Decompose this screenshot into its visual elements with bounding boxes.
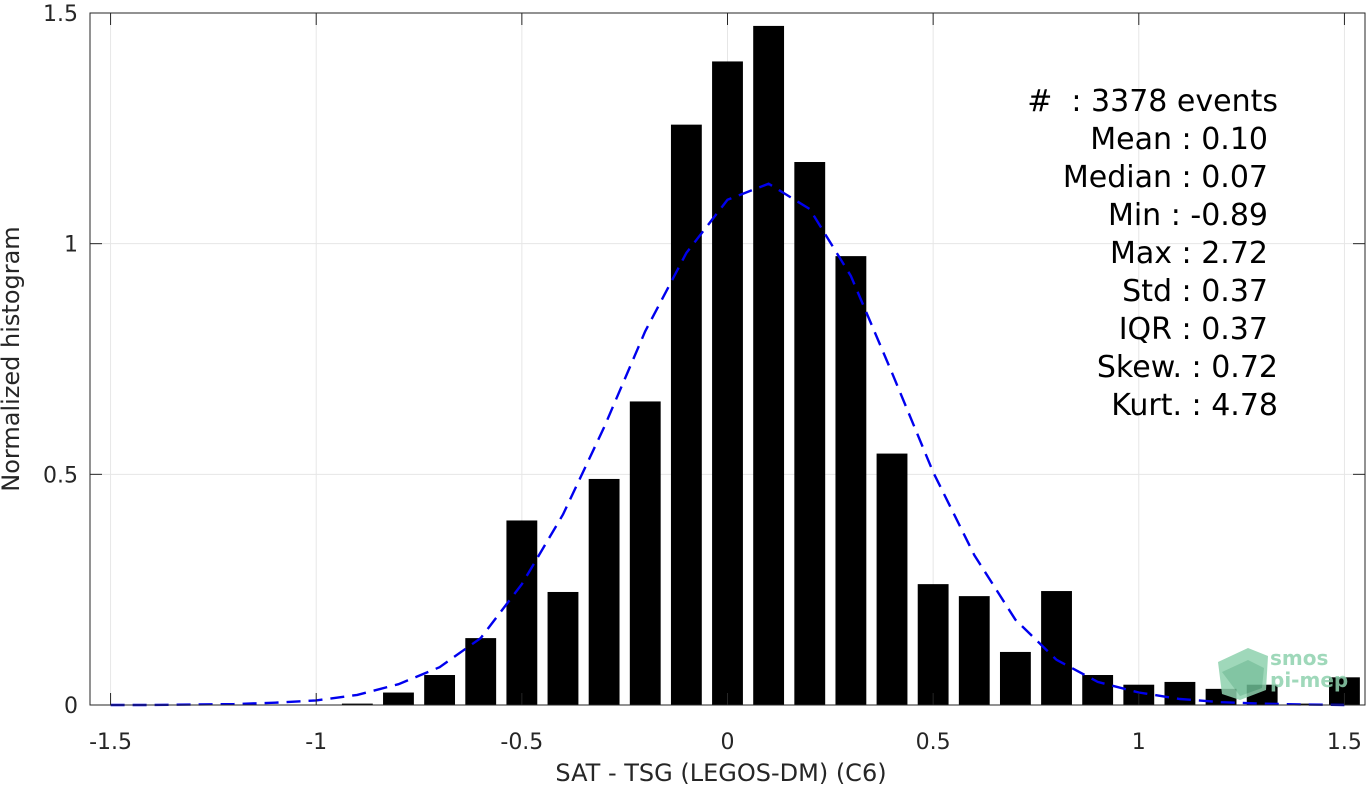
stats-line-1: Mean : 0.10: [1090, 122, 1268, 157]
bar-9: [465, 638, 497, 705]
y-tick-label-2: 1: [64, 233, 78, 258]
stats-line-0: # : 3378 events: [1027, 84, 1278, 119]
bar-29: [1287, 703, 1319, 705]
x-tick-label-0: -1.5: [89, 730, 132, 755]
bar-26: [1164, 681, 1196, 705]
x-tick-label-3: 0: [721, 730, 735, 755]
bar-21: [958, 596, 990, 705]
stats-line-2: Median : 0.07: [1063, 160, 1268, 195]
x-tick-label-6: 1.5: [1327, 730, 1362, 755]
bar-7: [383, 692, 414, 705]
bar-24: [1082, 675, 1114, 705]
bar-6: [341, 703, 373, 705]
y-tick-label-0: 0: [64, 694, 78, 719]
bar-14: [670, 124, 702, 705]
bar-17: [794, 162, 826, 705]
bar-18: [835, 256, 867, 705]
x-tick-label-4: 0.5: [916, 730, 951, 755]
x-tick-labels: -1.5 -1 -0.5 0 0.5 1 1.5: [89, 730, 1362, 755]
y-tick-label-3: 1.5: [43, 2, 78, 27]
logo-shape-dark: [1222, 660, 1264, 696]
bar-8: [424, 675, 456, 705]
stats-line-6: IQR : 0.37: [1119, 312, 1268, 347]
smos-pimep-logo: smos pi-mep: [1218, 646, 1348, 700]
stats-line-5: Std : 0.37: [1122, 274, 1268, 309]
bar-19: [876, 453, 908, 705]
stats-line-7: Skew. : 0.72: [1097, 350, 1278, 385]
axes: [89, 12, 1366, 706]
bar-11: [547, 591, 579, 705]
x-tick-label-5: 1: [1132, 730, 1146, 755]
x-tick-label-2: -0.5: [500, 730, 543, 755]
stats-line-8: Kurt. : 4.78: [1111, 388, 1278, 423]
logo-line1: smos: [1270, 646, 1328, 670]
stats-line-3: Min : -0.89: [1108, 198, 1268, 233]
histogram-bars: [341, 25, 1360, 705]
stats-line-4: Max : 2.72: [1110, 236, 1268, 271]
logo-line2: pi-mep: [1270, 668, 1348, 692]
y-tick-label-1: 0.5: [43, 463, 78, 488]
bar-16: [753, 25, 785, 705]
bar-12: [588, 478, 620, 705]
bar-22: [999, 651, 1031, 705]
x-tick-label-1: -1: [305, 730, 327, 755]
bar-23: [1041, 591, 1072, 705]
bar-10: [506, 520, 538, 705]
x-axis-label: SAT - TSG (LEGOS-DM) (C6): [555, 759, 886, 785]
y-tick-labels: 0 0.5 1 1.5: [43, 2, 78, 719]
bar-20: [917, 584, 949, 705]
y-axis-label: Normalized histogram: [0, 226, 25, 491]
bar-13: [629, 401, 661, 705]
bar-15: [712, 61, 743, 705]
